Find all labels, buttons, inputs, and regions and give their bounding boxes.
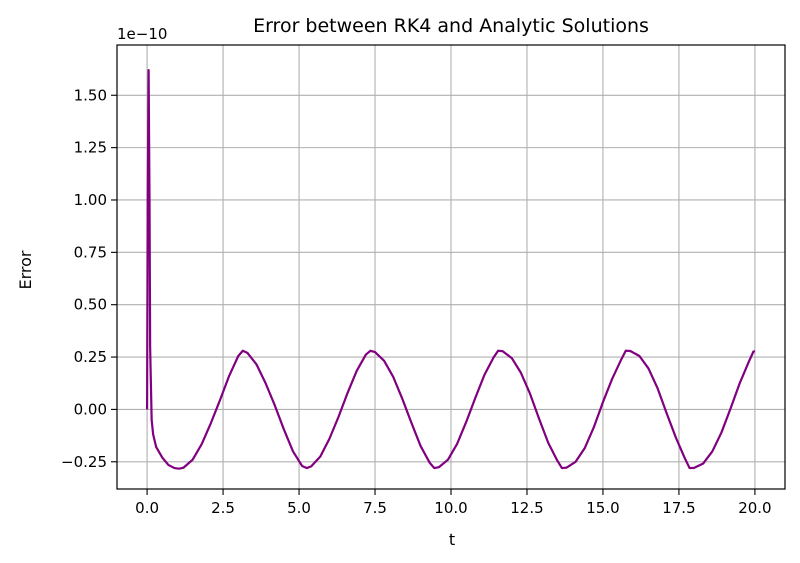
y-multiplier-label: 1e−10 bbox=[117, 25, 167, 43]
y-tick-label: 0.75 bbox=[74, 243, 107, 261]
x-tick-label: 7.5 bbox=[363, 499, 387, 517]
y-axis-label: Error bbox=[16, 250, 35, 289]
x-tick-label: 2.5 bbox=[211, 499, 235, 517]
x-axis-label: t bbox=[449, 530, 455, 549]
x-tick-label: 0.0 bbox=[135, 499, 159, 517]
ticks: 0.0 2.5 5.0 7.5 10.0 12.5 15.0 17.5 20.0 −0.25 0.0… bbox=[61, 86, 772, 517]
x-tick-label: 17.5 bbox=[662, 499, 695, 517]
y-tick-label: 0.00 bbox=[74, 400, 107, 418]
x-tick-label: 10.0 bbox=[434, 499, 467, 517]
chart-title: Error between RK4 and Analytic Solutions bbox=[253, 15, 649, 37]
error-series-line bbox=[145, 69, 756, 470]
y-tick-label: 0.50 bbox=[74, 296, 107, 314]
x-tick-label: 5.0 bbox=[287, 499, 311, 517]
y-tick-label: −0.25 bbox=[61, 453, 107, 471]
x-tick-label: 15.0 bbox=[586, 499, 619, 517]
y-tick-label: 0.25 bbox=[74, 348, 107, 366]
x-tick-label: 20.0 bbox=[738, 499, 771, 517]
y-tick-label: 1.00 bbox=[74, 191, 107, 209]
series-layer bbox=[145, 69, 756, 470]
y-tick-label: 1.25 bbox=[74, 139, 107, 157]
y-tick-label: 1.50 bbox=[74, 86, 107, 104]
x-tick-label: 12.5 bbox=[510, 499, 543, 517]
grid bbox=[117, 45, 785, 489]
